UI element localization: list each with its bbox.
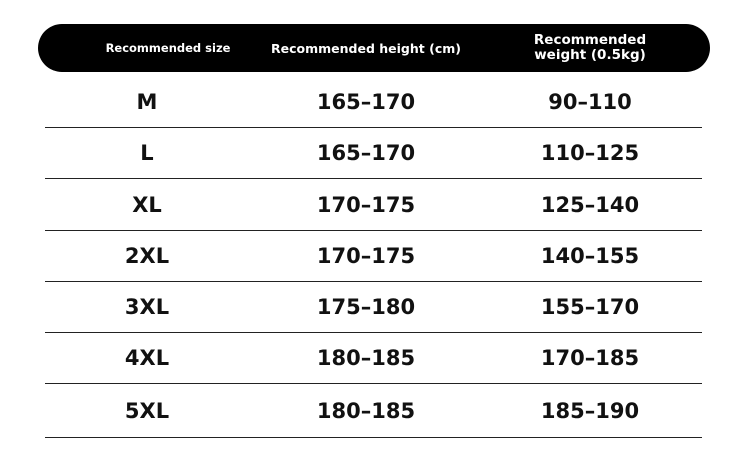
cell-size: XL	[132, 192, 162, 217]
header-height: Recommended height (cm)	[271, 40, 461, 56]
cell-weight: 185–190	[540, 398, 640, 423]
cell-height: 165–170	[316, 141, 416, 165]
cell-height: 165–170	[316, 89, 416, 114]
cell-height: 170–175	[316, 244, 416, 268]
header-size: Recommended size	[105, 40, 231, 55]
table-row: 4XL 180–185 170–185	[45, 333, 702, 384]
cell-weight: 170–185	[540, 346, 640, 370]
table-row: 2XL 170–175 140–155	[45, 231, 702, 282]
table-row: 3XL 175–180 155–170	[45, 282, 702, 333]
cell-weight: 155–170	[540, 295, 640, 319]
cell-size: L	[140, 141, 154, 165]
cell-weight: 140–155	[540, 244, 640, 268]
table-header: Recommended size Recommended height (cm)…	[38, 24, 710, 72]
table-row: 5XL 180–185 185–190	[45, 384, 702, 438]
table-row: L 165–170 110–125	[45, 128, 702, 179]
cell-height: 180–185	[316, 398, 416, 423]
table-row: M 165–170 90–110	[45, 76, 702, 128]
header-weight: Recommended weight (0.5kg)	[533, 32, 647, 63]
cell-height: 170–175	[316, 192, 416, 217]
cell-weight: 125–140	[540, 192, 640, 217]
cell-size: 4XL	[124, 346, 170, 370]
cell-size: 3XL	[124, 295, 170, 319]
cell-size: 2XL	[124, 244, 170, 268]
cell-height: 175–180	[316, 295, 416, 319]
cell-height: 180–185	[316, 346, 416, 370]
cell-size: M	[136, 89, 158, 114]
cell-weight: 110–125	[540, 141, 640, 165]
cell-size: 5XL	[124, 398, 170, 423]
cell-weight: 90–110	[548, 89, 632, 114]
table-row: XL 170–175 125–140	[45, 179, 702, 231]
